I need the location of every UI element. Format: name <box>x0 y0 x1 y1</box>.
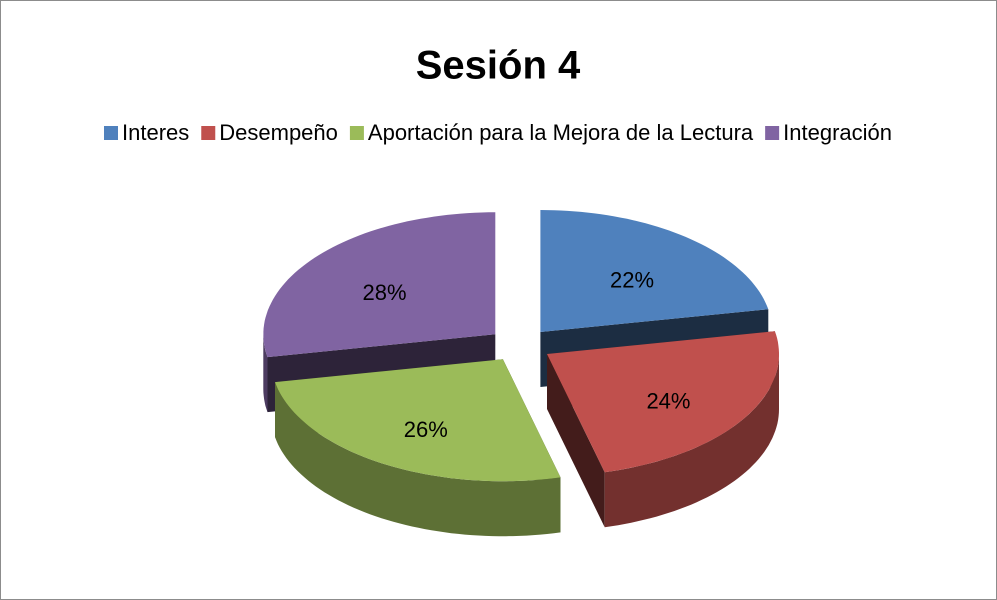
slice-side <box>275 382 561 537</box>
slice-side <box>263 334 268 413</box>
data-label: 28% <box>362 280 406 305</box>
data-label: 24% <box>646 388 690 413</box>
data-label: 22% <box>610 268 654 293</box>
legend-label: Aportación para la Mejora de la Lectura <box>368 120 754 145</box>
legend-label: Desempeño <box>219 120 338 145</box>
legend-swatch <box>201 126 216 140</box>
legend-label: Integración <box>783 120 892 145</box>
slice <box>275 359 561 482</box>
legend-swatch <box>104 126 118 140</box>
slice-wall <box>547 354 605 528</box>
legend-swatch <box>349 126 364 140</box>
chart-title: Sesión 4 <box>416 44 581 88</box>
slice <box>547 331 779 473</box>
legend-swatch <box>765 126 780 140</box>
slice-side <box>604 354 779 528</box>
legend-label: Interes <box>122 120 189 145</box>
data-label: 26% <box>404 417 448 442</box>
slice <box>540 210 769 332</box>
slice <box>263 212 496 358</box>
legend: Interes Desempeño Aportación para la Mejor… <box>104 120 892 145</box>
